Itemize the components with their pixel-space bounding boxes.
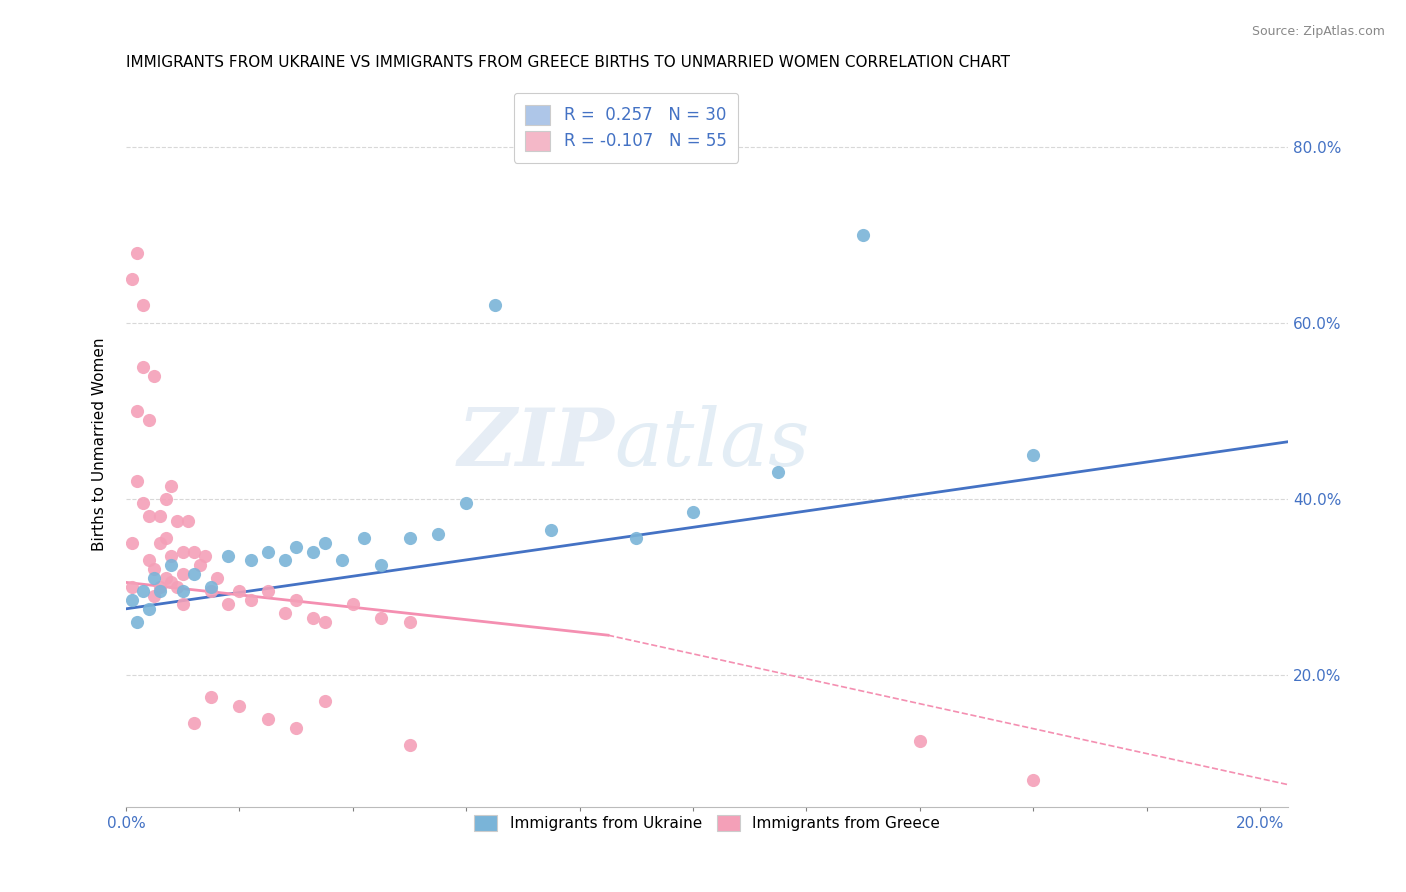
Point bbox=[160, 575, 183, 590]
Point bbox=[205, 571, 228, 585]
Point bbox=[398, 615, 420, 629]
Point bbox=[217, 598, 239, 612]
Point bbox=[314, 694, 336, 708]
Point bbox=[398, 738, 420, 752]
Point bbox=[155, 491, 177, 506]
Point bbox=[626, 532, 648, 546]
Point bbox=[132, 298, 155, 312]
Point bbox=[256, 544, 278, 558]
Text: atlas: atlas bbox=[614, 405, 810, 483]
Point bbox=[160, 558, 183, 572]
Point bbox=[682, 505, 704, 519]
Point bbox=[149, 584, 172, 599]
Point bbox=[121, 536, 143, 550]
Point bbox=[274, 553, 297, 567]
Point bbox=[127, 245, 149, 260]
Legend: Immigrants from Ukraine, Immigrants from Greece: Immigrants from Ukraine, Immigrants from… bbox=[467, 807, 948, 839]
Point bbox=[121, 272, 143, 286]
Point bbox=[188, 558, 211, 572]
Point bbox=[285, 721, 308, 735]
Point bbox=[166, 514, 188, 528]
Point bbox=[143, 368, 166, 383]
Point bbox=[121, 580, 143, 594]
Point bbox=[302, 544, 325, 558]
Point bbox=[138, 602, 160, 616]
Point bbox=[852, 227, 875, 242]
Point bbox=[330, 553, 353, 567]
Point bbox=[239, 553, 262, 567]
Point bbox=[172, 566, 194, 581]
Point bbox=[228, 584, 250, 599]
Point bbox=[256, 712, 278, 726]
Point bbox=[149, 580, 172, 594]
Point bbox=[200, 584, 222, 599]
Point bbox=[138, 509, 160, 524]
Point bbox=[285, 540, 308, 554]
Point bbox=[370, 558, 392, 572]
Point bbox=[1022, 448, 1045, 462]
Point bbox=[143, 562, 166, 576]
Text: Source: ZipAtlas.com: Source: ZipAtlas.com bbox=[1251, 25, 1385, 38]
Point bbox=[540, 523, 562, 537]
Point bbox=[200, 690, 222, 704]
Point bbox=[166, 580, 188, 594]
Point bbox=[426, 527, 449, 541]
Point bbox=[353, 532, 375, 546]
Point bbox=[285, 593, 308, 607]
Point bbox=[155, 571, 177, 585]
Point bbox=[228, 698, 250, 713]
Y-axis label: Births to Unmarried Women: Births to Unmarried Women bbox=[93, 337, 107, 550]
Point bbox=[127, 615, 149, 629]
Point bbox=[194, 549, 217, 563]
Point bbox=[314, 536, 336, 550]
Point bbox=[132, 496, 155, 510]
Point bbox=[314, 615, 336, 629]
Point bbox=[1022, 773, 1045, 788]
Point bbox=[484, 298, 506, 312]
Point bbox=[138, 412, 160, 426]
Point bbox=[149, 536, 172, 550]
Point bbox=[342, 598, 364, 612]
Point bbox=[138, 553, 160, 567]
Point bbox=[274, 606, 297, 620]
Point bbox=[160, 478, 183, 492]
Point bbox=[370, 610, 392, 624]
Point bbox=[239, 593, 262, 607]
Point bbox=[183, 566, 205, 581]
Point bbox=[143, 571, 166, 585]
Point bbox=[149, 509, 172, 524]
Point bbox=[183, 716, 205, 731]
Point bbox=[127, 475, 149, 489]
Point bbox=[172, 544, 194, 558]
Point bbox=[908, 733, 931, 747]
Point bbox=[172, 598, 194, 612]
Point bbox=[172, 584, 194, 599]
Point bbox=[200, 580, 222, 594]
Point bbox=[132, 359, 155, 374]
Point bbox=[132, 584, 155, 599]
Point bbox=[217, 549, 239, 563]
Point bbox=[155, 532, 177, 546]
Point bbox=[456, 496, 478, 510]
Text: IMMIGRANTS FROM UKRAINE VS IMMIGRANTS FROM GREECE BIRTHS TO UNMARRIED WOMEN CORR: IMMIGRANTS FROM UKRAINE VS IMMIGRANTS FR… bbox=[127, 55, 1010, 70]
Point bbox=[143, 589, 166, 603]
Point bbox=[183, 544, 205, 558]
Text: ZIP: ZIP bbox=[457, 405, 614, 483]
Point bbox=[160, 549, 183, 563]
Point bbox=[121, 593, 143, 607]
Point bbox=[766, 466, 789, 480]
Point bbox=[177, 514, 200, 528]
Point bbox=[127, 404, 149, 418]
Point bbox=[398, 532, 420, 546]
Point bbox=[302, 610, 325, 624]
Point bbox=[256, 584, 278, 599]
